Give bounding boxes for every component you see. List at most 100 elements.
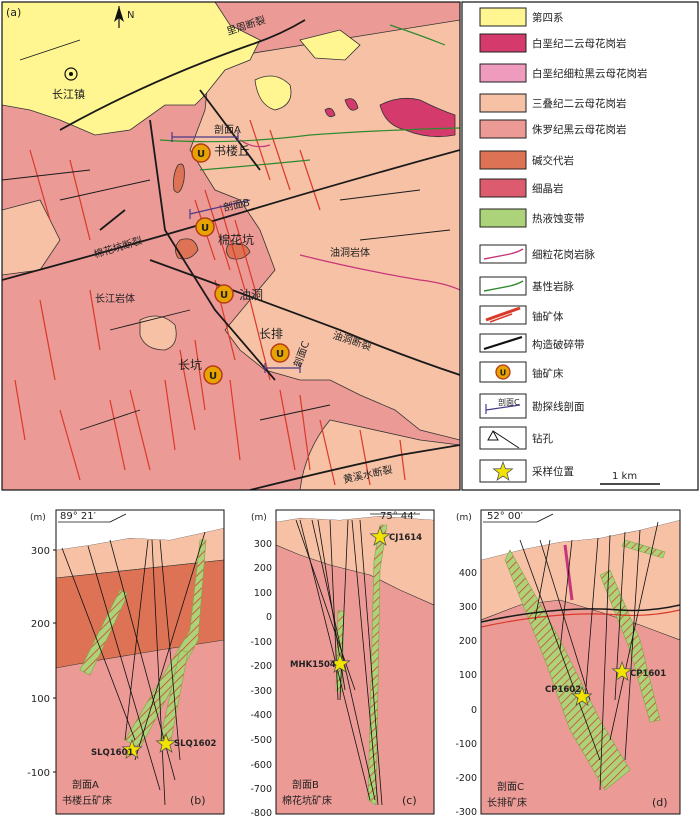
svg-text:-300: -300 <box>250 686 272 697</box>
section-b-ticks: 300 200 100 -100 <box>27 546 56 779</box>
deposit-symbol: U <box>220 290 228 301</box>
geologic-map: 长江镇 N 里周断裂 棉花坑断裂 油洞断裂 黄溪水断裂 长江岩体 油洞岩体 剖面… <box>2 2 460 490</box>
section-d-name: 剖面C <box>497 780 524 793</box>
section-d-azimuth: 52° 00′ <box>487 511 524 522</box>
legend-swatch-quaternary <box>479 7 527 27</box>
deposit-label-youdong: 油洞 <box>239 288 263 302</box>
profile-line-b <box>189 199 251 219</box>
alteration-zone <box>367 524 388 806</box>
pluton-label-youdong: 油洞岩体 <box>330 246 370 259</box>
legend-label: 铀矿床 <box>532 367 564 380</box>
legend-swatch-jurassic-biotite <box>479 119 527 139</box>
legend-box-basic-vein <box>479 276 527 296</box>
legend-swatch-aplite <box>479 178 527 198</box>
svg-text:-500: -500 <box>250 735 272 746</box>
section-b: 89° 21′ (m) 300 200 100 -100 SLQ1601 SLQ… <box>27 509 225 815</box>
legend-label: 细粒花岗岩脉 <box>532 248 595 261</box>
ore-body-icon <box>485 306 521 322</box>
section-d-ticks: 400 300 200 100 0 -100 -200 -300 <box>455 568 477 818</box>
section-d-panel: (d) <box>652 796 668 809</box>
cretaceous-twomica-granite <box>379 97 456 138</box>
svg-text:100: 100 <box>31 694 50 705</box>
map-frame <box>1 1 461 491</box>
deposit-label-changpai: 长排 <box>259 327 283 341</box>
quaternary-area <box>2 2 261 136</box>
svg-text:300: 300 <box>31 546 50 557</box>
legend-label: 采样位置 <box>532 465 574 478</box>
scale-label: 1 km <box>612 471 637 482</box>
section-d-frame <box>480 509 681 815</box>
svg-text:100: 100 <box>254 588 272 599</box>
sample-label: MHK1504 <box>290 660 336 670</box>
legend-label: 勘探线剖面 <box>532 400 585 413</box>
svg-text:100: 100 <box>459 670 477 681</box>
svg-text:200: 200 <box>459 636 477 647</box>
section-c-unit: (m) <box>251 513 267 523</box>
svg-text:-800: -800 <box>250 808 272 819</box>
svg-text:-600: -600 <box>250 760 272 771</box>
svg-text:-100: -100 <box>250 637 272 648</box>
north-arrow-icon <box>114 6 124 28</box>
section-b-unit: (m) <box>30 513 46 523</box>
deposit-symbol: U <box>201 223 209 234</box>
svg-text:-100: -100 <box>455 739 477 750</box>
legend-label: 基性岩脉 <box>532 280 574 293</box>
legend-label: 钻孔 <box>532 432 553 445</box>
svg-text:300: 300 <box>254 539 272 550</box>
fracture-zone <box>481 604 680 623</box>
fracture-zones-thin <box>2 39 451 431</box>
deposit-changpai: U <box>270 343 290 363</box>
north-label: N <box>127 10 134 21</box>
uranium-deposit-icon-text: U <box>500 369 507 378</box>
deposit-label-shulouqiu: 书楼丘 <box>214 143 250 158</box>
svg-text:-400: -400 <box>250 710 272 721</box>
drill-hole-icon <box>487 429 520 449</box>
legend-swatch-hydrothermal <box>479 208 527 228</box>
fine-granite-veins <box>239 139 460 291</box>
profile-line-a <box>171 132 239 142</box>
deposit-label-mianhuakeng: 棉花坑 <box>218 232 254 247</box>
section-d-deposit: 长排矿床 <box>487 796 527 809</box>
map-panel-label: (a) <box>6 6 21 19</box>
sample-label: CJ1614 <box>389 533 422 543</box>
sample-star-icon <box>121 738 143 759</box>
section-c: 75° 44′ (m) 300 200 100 0 -100 -200 -300… <box>250 509 435 819</box>
legend-label: 第四系 <box>532 11 564 24</box>
section-b-panel: (b) <box>190 794 206 807</box>
alteration-zone <box>79 589 129 676</box>
legend-label: 铀矿体 <box>532 310 564 323</box>
legend-box-profile <box>479 393 527 419</box>
section-b-azimuth: 89° 21′ <box>60 511 97 522</box>
triassic-granite-area <box>189 19 460 441</box>
svg-text:400: 400 <box>459 568 477 579</box>
svg-text:0: 0 <box>471 705 477 716</box>
deposit-shulouqiu: U <box>191 143 211 163</box>
basic-vein-icon <box>483 280 524 292</box>
legend-label: 热液蚀变带 <box>532 212 585 225</box>
section-c-panel: (c) <box>402 794 417 807</box>
legend-swatch-cretaceous-twomica <box>479 33 527 53</box>
section-b-deposit: 书楼丘矿床 <box>62 794 112 807</box>
quaternary-area-2 <box>254 75 292 111</box>
svg-text:-200: -200 <box>455 773 477 784</box>
legend-swatch-alkali <box>479 150 527 170</box>
fracture-zones <box>2 19 460 490</box>
svg-text:-300: -300 <box>455 807 477 818</box>
sample-label: SLQ1602 <box>174 739 217 749</box>
legend-label: 侏罗纪黑云母花岗岩 <box>532 123 627 136</box>
section-c-name: 剖面B <box>292 778 319 791</box>
sample-star-icon <box>369 525 391 546</box>
legend-swatch-triassic-twomica <box>479 93 527 113</box>
svg-text:300: 300 <box>459 602 477 613</box>
sample-star-icon <box>155 732 177 753</box>
deposit-youdong: U <box>214 284 234 304</box>
legend-label: 构造破碎带 <box>532 338 585 351</box>
fine-granite-vein-icon <box>483 248 524 260</box>
fracture-zone <box>481 609 680 628</box>
alteration-zone <box>599 569 661 723</box>
ore-bodies <box>14 119 406 486</box>
deposit-changkeng: U <box>203 365 223 385</box>
legend-label: 碱交代岩 <box>532 154 574 167</box>
quaternary-area-3 <box>299 29 361 61</box>
